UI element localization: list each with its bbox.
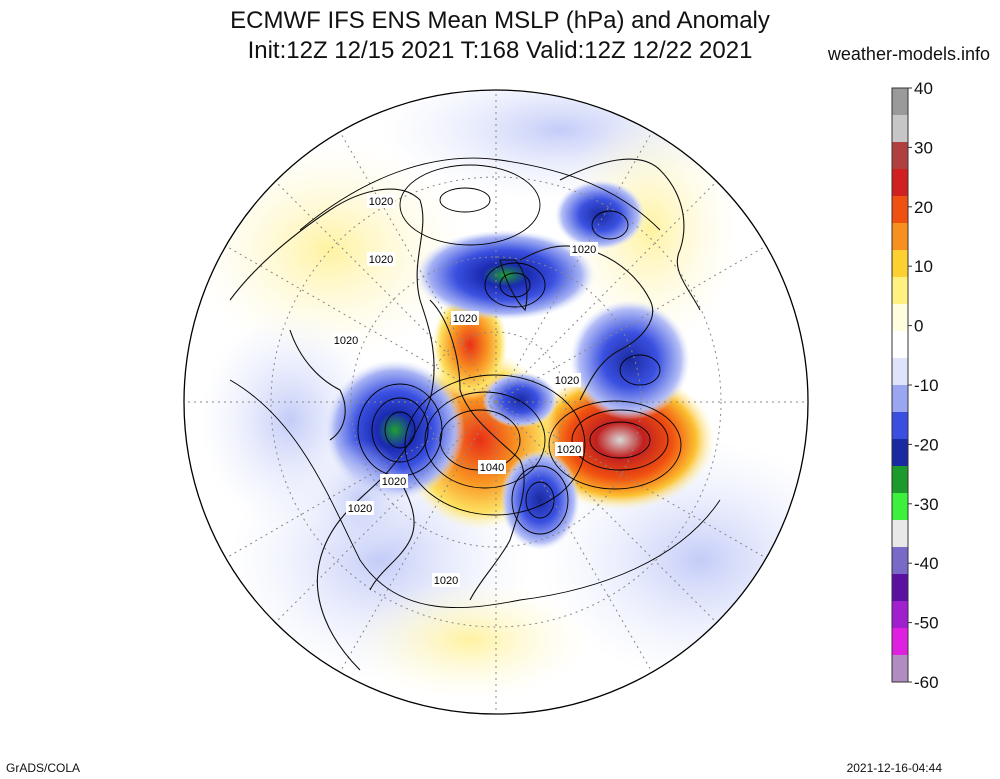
isobar-label: 1020	[369, 254, 393, 266]
isobar-label: 1040	[480, 462, 504, 474]
colorbar-tick-label: -50	[914, 614, 939, 633]
colorbar-segment	[892, 655, 908, 683]
colorbar-segment	[892, 439, 908, 467]
colorbar-segment	[892, 628, 908, 656]
map-title-line2: Init:12Z 12/15 2021 T:168 Valid:12Z 12/2…	[247, 37, 753, 64]
colorbar-tick-label: 20	[914, 198, 933, 217]
site-credit: weather-models.info	[827, 44, 990, 64]
colorbar-segment	[892, 493, 908, 521]
colorbar-segment	[892, 142, 908, 170]
isobar-label: 1020	[348, 503, 372, 515]
colorbar-segment	[892, 520, 908, 548]
footer-software: GrADS/COLA	[6, 761, 81, 775]
colorbar-tick-label: -30	[914, 495, 939, 514]
map-border	[183, 89, 809, 715]
colorbar-segment	[892, 169, 908, 197]
isobar-label: 1020	[334, 335, 358, 347]
colorbar-segment	[892, 574, 908, 602]
low-pressure-anomaly	[482, 372, 558, 428]
isobar-label: 1020	[557, 444, 581, 456]
colorbar-tick-label: -60	[914, 673, 939, 692]
weak-positive-anomaly	[350, 580, 590, 700]
isobar-label-group: 1020 1020 1020 1020 1020 1020 1020 1040 …	[332, 194, 598, 587]
colorbar-segment	[892, 277, 908, 305]
colorbar-segment	[892, 331, 908, 359]
isobar-label: 1020	[382, 476, 406, 488]
low-pressure-anomaly	[555, 180, 645, 250]
polar-map: 1020 1020 1020 1020 1020 1020 1020 1040 …	[184, 90, 808, 714]
colorbar-tick-label: 10	[914, 257, 933, 276]
colorbar-tick-label: 0	[914, 317, 923, 336]
colorbar-segment	[892, 88, 908, 116]
colorbar-segment	[892, 466, 908, 494]
map-title-line1: ECMWF IFS ENS Mean MSLP (hPa) and Anomal…	[230, 7, 770, 34]
colorbar-tick-label: 40	[914, 79, 933, 98]
colorbar-tick-label: 30	[914, 138, 933, 157]
colorbar-segment	[892, 250, 908, 278]
low-pressure-anomaly	[500, 450, 580, 550]
colorbar-segment	[892, 358, 908, 386]
colorbar-tick-label: -10	[914, 376, 939, 395]
isobar-label: 1020	[555, 375, 579, 387]
isobar-label: 1020	[453, 313, 477, 325]
isobar-label: 1020	[369, 196, 393, 208]
colorbar-segment	[892, 304, 908, 332]
colorbar-tick-label: -40	[914, 554, 939, 573]
colorbar-segment	[892, 196, 908, 224]
isobars	[229, 157, 721, 608]
low-pressure-anomaly	[570, 300, 690, 420]
coastlines	[229, 158, 701, 671]
colorbar-segment	[892, 115, 908, 143]
colorbar-tick-label: -20	[914, 435, 939, 454]
weak-negative-anomaly	[310, 440, 410, 560]
colorbar-segment	[892, 547, 908, 575]
colorbar-segment	[892, 223, 908, 251]
meridian-lines	[184, 90, 808, 714]
colorbar-segment	[892, 385, 908, 413]
weak-positive-anomaly	[560, 110, 740, 350]
colorbar: 40 30 20 10 0 -10 -20 -30 -40 -50 -60	[891, 79, 939, 692]
colorbar-segment	[892, 412, 908, 440]
isobar-label: 1020	[434, 575, 458, 587]
colorbar-segment	[892, 601, 908, 629]
isobar-label: 1020	[572, 244, 596, 256]
footer-timestamp: 2021-12-16-04:44	[846, 761, 942, 775]
